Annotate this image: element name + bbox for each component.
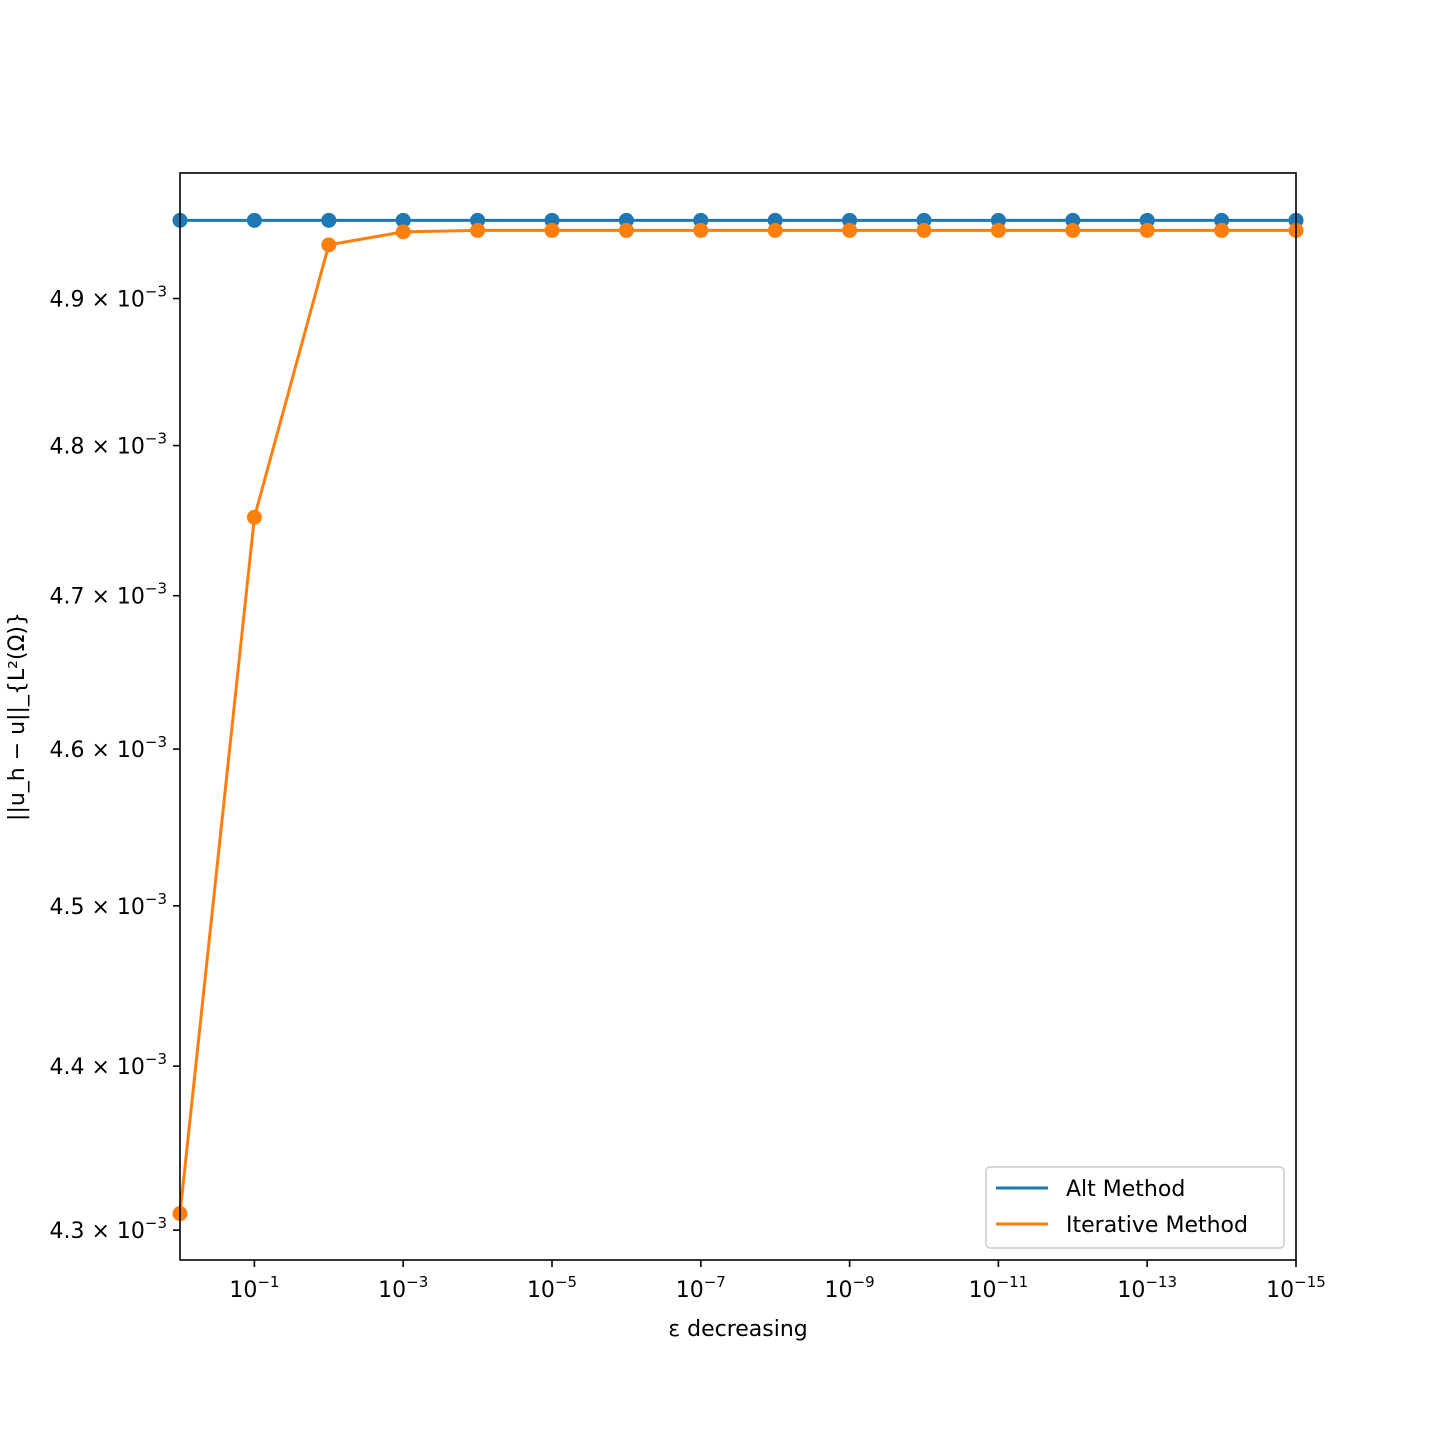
y-tick-label-exponent: −3 xyxy=(145,1214,167,1232)
plot-area-frame xyxy=(179,172,1297,1261)
x-tick-label-base: 10 xyxy=(1266,1278,1294,1303)
data-point-iterative-method xyxy=(395,224,411,240)
x-tick-label-base: 10 xyxy=(969,1278,997,1303)
x-tick-label-exponent: −15 xyxy=(1294,1273,1326,1291)
y-tick-label: 4.5 × 10−3 xyxy=(49,890,167,920)
legend-label-alt-method: Alt Method xyxy=(1066,1177,1185,1202)
y-tick-label-mantissa: 4.4 × 10 xyxy=(49,1055,144,1080)
x-axis-label: ε decreasing xyxy=(668,1317,808,1342)
x-tick-label: 10−11 xyxy=(969,1273,1029,1303)
y-tick-label: 4.4 × 10−3 xyxy=(49,1050,167,1080)
y-tick-label-exponent: −3 xyxy=(145,430,167,448)
x-tick-label: 10−9 xyxy=(825,1273,875,1303)
x-tick-label-base: 10 xyxy=(378,1278,406,1303)
x-tick-label: 10−13 xyxy=(1117,1273,1177,1303)
y-tick-label-mantissa: 4.8 × 10 xyxy=(49,435,144,460)
data-point-iterative-method xyxy=(1214,222,1230,238)
x-tick-label: 10−7 xyxy=(676,1273,726,1303)
y-tick-label-mantissa: 4.9 × 10 xyxy=(49,288,144,313)
y-axis-label: ||u_h − u||_{L²(Ω)} xyxy=(5,612,30,821)
data-point-alt-method xyxy=(321,212,337,228)
series-line-iterative-method xyxy=(178,228,1296,1214)
x-tick-label: 10−15 xyxy=(1266,1273,1326,1303)
y-tick-label: 4.9 × 10−3 xyxy=(49,283,167,313)
data-point-iterative-method xyxy=(544,222,560,238)
x-tick-label-base: 10 xyxy=(229,1278,257,1303)
legend-box xyxy=(985,1166,1285,1249)
y-tick-label: 4.6 × 10−3 xyxy=(49,733,167,763)
data-point-iterative-method xyxy=(990,222,1006,238)
x-tick-label: 10−3 xyxy=(378,1273,428,1303)
x-tick-label: 10−1 xyxy=(229,1273,279,1303)
y-tick-label-mantissa: 4.5 × 10 xyxy=(49,895,144,920)
data-point-iterative-method xyxy=(470,222,486,238)
series-layer xyxy=(172,212,1304,1222)
x-tick-label-base: 10 xyxy=(825,1278,853,1303)
x-tick-label-exponent: −9 xyxy=(853,1273,875,1291)
y-tick-label: 4.7 × 10−3 xyxy=(49,580,167,610)
data-point-iterative-method xyxy=(767,222,783,238)
y-tick-label-mantissa: 4.7 × 10 xyxy=(49,585,144,610)
data-point-iterative-method xyxy=(693,222,709,238)
y-tick-label-mantissa: 4.6 × 10 xyxy=(49,738,144,763)
x-tick-label-exponent: −13 xyxy=(1145,1273,1177,1291)
data-point-iterative-method xyxy=(842,222,858,238)
x-tick-label-exponent: −11 xyxy=(997,1273,1029,1291)
y-tick-label: 4.3 × 10−3 xyxy=(49,1214,167,1244)
data-point-iterative-method xyxy=(1065,222,1081,238)
x-axis-ticks: 10−1 10−3 10−5 10−7 10−9 10−11 10−13 10−15 xyxy=(229,1260,1326,1303)
y-tick-label-mantissa: 4.3 × 10 xyxy=(49,1219,144,1244)
legend: Alt Method Iterative Method xyxy=(985,1166,1285,1249)
x-tick-label-base: 10 xyxy=(1117,1278,1145,1303)
data-point-iterative-method xyxy=(1139,222,1155,238)
y-tick-label: 4.8 × 10−3 xyxy=(49,430,167,460)
x-tick-label: 10−5 xyxy=(527,1273,577,1303)
data-point-iterative-method xyxy=(916,222,932,238)
data-point-iterative-method xyxy=(321,237,337,253)
y-tick-label-exponent: −3 xyxy=(145,283,167,301)
x-tick-label-exponent: −3 xyxy=(406,1273,428,1291)
y-axis-ticks: 4.9 × 10−34.8 × 10−34.7 × 10−34.6 × 10−3… xyxy=(49,283,180,1244)
x-tick-label-exponent: −7 xyxy=(704,1273,726,1291)
legend-label-iterative-method: Iterative Method xyxy=(1066,1213,1248,1238)
y-tick-label-exponent: −3 xyxy=(145,890,167,908)
data-point-iterative-method xyxy=(618,222,634,238)
x-tick-label-base: 10 xyxy=(527,1278,555,1303)
data-point-alt-method xyxy=(246,212,262,228)
x-tick-label-exponent: −5 xyxy=(555,1273,577,1291)
data-point-iterative-method xyxy=(246,509,262,525)
x-tick-label-exponent: −1 xyxy=(257,1273,279,1291)
x-tick-label-base: 10 xyxy=(676,1278,704,1303)
y-tick-label-exponent: −3 xyxy=(145,1050,167,1068)
data-point-alt-method xyxy=(395,212,411,228)
y-tick-label-exponent: −3 xyxy=(145,580,167,598)
y-tick-label-exponent: −3 xyxy=(145,733,167,751)
